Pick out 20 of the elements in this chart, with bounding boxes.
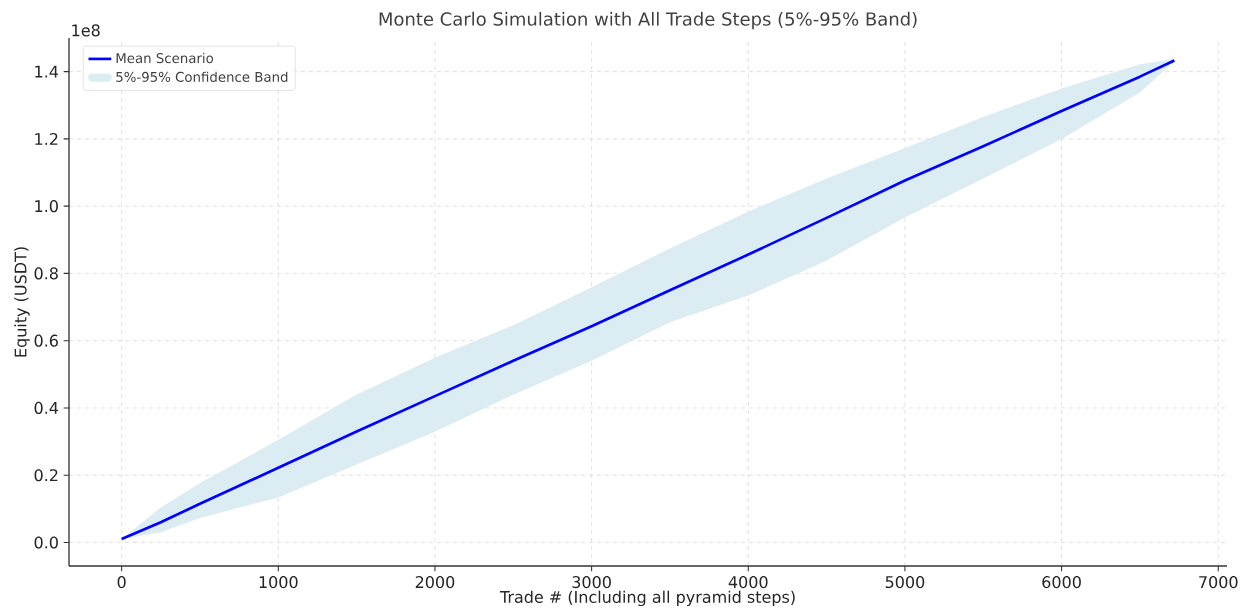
y-tick-label: 1.0 — [35, 200, 58, 213]
x-tick-label: 0 — [117, 576, 126, 589]
x-tick-label: 1000 — [259, 576, 298, 589]
chart-title: Monte Carlo Simulation with All Trade Steps (5%-95% Band) — [379, 11, 917, 30]
x-tick-label: 6000 — [1042, 576, 1081, 589]
x-tick-label: 7000 — [1199, 576, 1238, 589]
y-tick-label: 0.8 — [34, 267, 58, 280]
x-tick-label: 3000 — [572, 576, 611, 589]
y-tick-label: 1.4 — [35, 65, 59, 78]
y-tick-label: 0.4 — [34, 401, 59, 414]
x-tick-label: 5000 — [885, 576, 925, 589]
x-tick-label: 2000 — [415, 576, 455, 589]
x-tick-label: 4000 — [728, 576, 768, 589]
y-tick-label: 0.6 — [34, 334, 58, 347]
text: 1e8 — [72, 24, 100, 37]
x-axis-title: Trade # (Including all pyramid steps) — [499, 590, 795, 607]
y-tick-label: 0.0 — [34, 536, 58, 549]
y-axis-title: Equity (USDT) — [14, 247, 30, 357]
y-tick-label: 0.2 — [34, 469, 58, 482]
y-tick-label: 1.2 — [35, 132, 58, 145]
